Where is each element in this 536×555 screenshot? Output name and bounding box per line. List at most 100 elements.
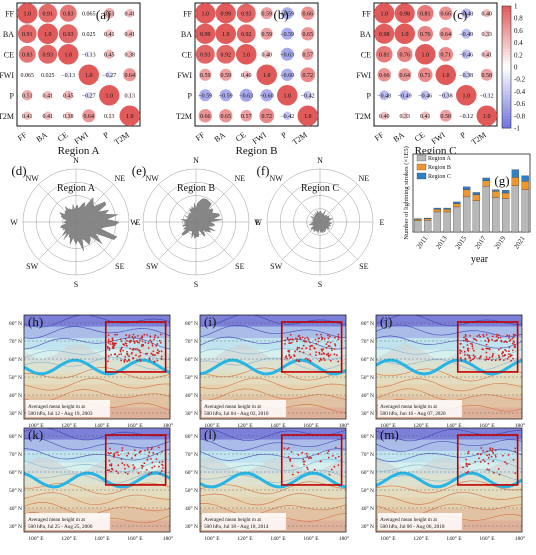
map-contour-line — [24, 492, 170, 506]
map-fire-point — [474, 460, 477, 463]
map-lon-label: 140° E — [270, 535, 286, 542]
map-fire-point — [511, 342, 514, 345]
legend-swatch — [416, 163, 427, 171]
map-fire-point — [108, 452, 111, 455]
map-fire-point — [302, 344, 305, 347]
map-fire-point — [134, 348, 137, 350]
map-fire-point — [511, 354, 513, 357]
colorbar-step — [502, 48, 511, 53]
map-fire-point — [132, 464, 135, 466]
heatmap-col-label: FF — [16, 130, 29, 143]
map-fire-point — [465, 462, 468, 465]
bar-segment — [492, 191, 500, 198]
map-caption-line1: Averaged mean height m at — [204, 404, 262, 410]
map-fire-point — [492, 353, 494, 355]
colorbar-step — [502, 6, 511, 10]
heatmap-cell — [125, 29, 134, 38]
bar-segment — [414, 220, 422, 233]
heatmap-cell — [199, 68, 212, 81]
map-frame — [199, 427, 347, 533]
heatmap-cell — [38, 44, 58, 64]
map-fire-point — [157, 446, 160, 449]
map-height-band — [24, 451, 170, 464]
map-fire-point — [497, 336, 500, 339]
heatmap-cell — [195, 3, 216, 24]
heatmap-cell-label: −0.59 — [280, 32, 294, 38]
heatmap-cell-label: 0.59 — [262, 11, 273, 17]
colorbar-tick-label: -0.6 — [514, 100, 526, 108]
map-fire-point — [113, 456, 115, 458]
map-fire-point — [502, 454, 504, 457]
map-fire-point — [109, 343, 112, 345]
map-fire-point — [492, 460, 495, 462]
heatmap-cell-label: 1.0 — [222, 32, 230, 38]
heatmap-cell — [300, 6, 315, 21]
heatmap-cell — [85, 50, 93, 58]
heatmap-cell — [480, 68, 493, 81]
heatmap-cell — [38, 3, 58, 23]
heatmap-row-label: CE — [4, 50, 14, 59]
map-fire-point — [293, 354, 295, 357]
bar-x-tick-label: 2017 — [473, 234, 488, 250]
bar-segment — [423, 220, 432, 233]
map-fire-point — [111, 337, 114, 340]
map-fire-point — [114, 353, 116, 355]
heatmap-cell-label: 0.40 — [262, 52, 273, 58]
map-fire-point — [294, 350, 296, 353]
map-contour-line — [200, 481, 346, 495]
colorbar-tick-label: 0 — [514, 64, 518, 72]
map-fire-point — [115, 470, 118, 473]
map-region-box — [104, 434, 167, 486]
heatmap-cell-label: 0.41 — [125, 11, 136, 17]
heatmap-cell-label: 1.0 — [442, 73, 450, 79]
map-fire-point — [326, 341, 329, 343]
map-fire-point — [157, 336, 159, 339]
map-fire-point — [500, 347, 502, 349]
heatmap-cell-label: 1.0 — [65, 52, 73, 58]
heatmap-cell-label: −0.12 — [459, 114, 473, 120]
heatmap-cell-label: 0.59 — [262, 32, 273, 38]
heatmap-cell — [416, 4, 434, 22]
heatmap-cell — [260, 89, 273, 102]
map-fire-point — [510, 359, 512, 362]
map-lat-label: 80° N — [361, 320, 374, 327]
map-caption-box — [202, 513, 286, 530]
map-fire-point — [299, 350, 301, 353]
heatmap-cell-label: 0.83 — [22, 52, 33, 58]
map-caption-line2: 500 hPa, Jul 18 - Aug 18, 2014 — [204, 524, 269, 530]
map-fire-point — [334, 336, 336, 339]
heatmap-cell-label: 0.065 — [82, 11, 96, 17]
colorbar-step — [502, 60, 511, 65]
map-fire-point — [514, 447, 517, 450]
heatmap-cell-label: 0.40 — [379, 114, 390, 120]
map-fire-point — [110, 463, 113, 466]
map-fire-point — [126, 360, 128, 363]
map-fire-point — [467, 470, 469, 473]
heatmap-cell — [105, 112, 113, 120]
map-caption-box — [26, 513, 110, 530]
map-fire-point — [512, 458, 515, 461]
map-fire-point — [508, 350, 510, 353]
map-fire-point — [479, 461, 482, 463]
heatmap-cell — [199, 89, 212, 102]
colorbar-step — [502, 109, 511, 114]
heatmap-cell-label: 0.41 — [22, 114, 33, 120]
map-fire-point — [469, 335, 471, 337]
heatmap-cell-label: 0.59 — [200, 73, 211, 79]
heatmap-cell-label: 0.65 — [303, 32, 314, 38]
colorbar-step — [502, 100, 511, 105]
map-lat-label: 70° N — [9, 338, 22, 345]
colorbar-step — [502, 21, 511, 25]
map-fire-point — [117, 454, 120, 456]
map-fire-point — [329, 335, 331, 338]
map-fire-point — [109, 447, 111, 450]
heatmap-cell-label: 0.92 — [221, 52, 232, 58]
map-fire-point — [321, 337, 324, 339]
map-caption-box — [378, 513, 462, 530]
heatmap-cell-label: 0.025 — [82, 32, 96, 38]
map-fire-point — [331, 349, 333, 351]
map-fire-point — [313, 468, 316, 471]
